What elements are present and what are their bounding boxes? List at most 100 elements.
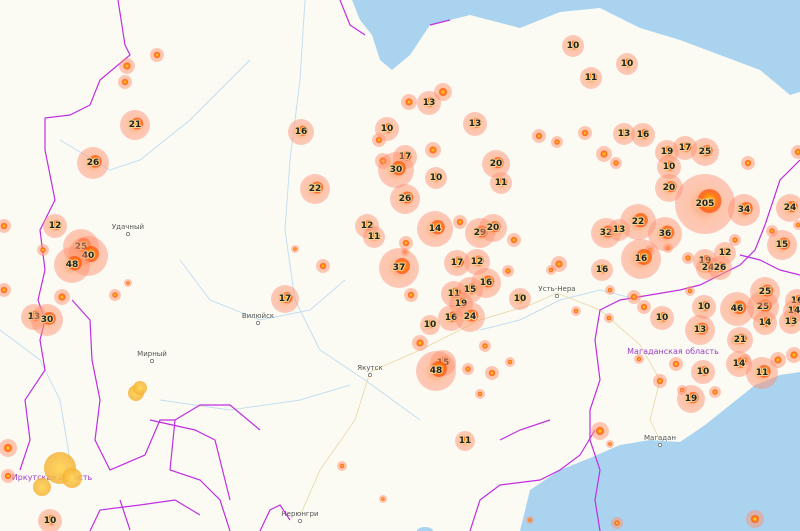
fire-cluster[interactable]: 10 <box>616 53 638 75</box>
fire-cluster[interactable]: 14 <box>753 311 777 335</box>
fire-cluster[interactable]: 20 <box>482 150 510 178</box>
fire-cluster[interactable]: 12 <box>714 242 736 264</box>
fire-cluster[interactable]: 14 <box>726 351 752 377</box>
fire-cluster[interactable]: 21 <box>120 110 150 140</box>
fire-cluster[interactable]: 46 <box>720 292 754 326</box>
fire-cluster[interactable]: 10 <box>425 167 447 189</box>
fire-cluster[interactable]: 30 <box>31 304 63 336</box>
fire-cluster[interactable]: 11 <box>490 172 512 194</box>
fire-spot-core <box>573 308 579 314</box>
fire-cluster[interactable]: 36 <box>648 217 682 251</box>
fire-cluster[interactable]: 10 <box>375 117 399 141</box>
fire-spot-core <box>712 389 718 395</box>
fire-cluster-count: 20 <box>487 223 500 233</box>
city-labels: Удачный Вилюйск Мирный Якутск Усть-Нера Магад… <box>112 223 676 523</box>
fire-cluster[interactable]: 24 <box>455 302 485 332</box>
fire-cluster[interactable]: 13 <box>608 219 630 241</box>
fire-cluster-count: 13 <box>613 225 626 235</box>
fire-cluster[interactable]: 13 <box>417 91 441 115</box>
fire-cluster[interactable]: 30 <box>378 152 414 188</box>
fire-cluster[interactable]: 13 <box>463 112 487 136</box>
fire-cluster[interactable]: 11 <box>455 431 475 451</box>
fire-spot-core <box>153 51 161 59</box>
fire-cluster-core <box>722 247 732 257</box>
fire-spot-core <box>402 239 410 247</box>
fire-cluster-count: 11 <box>585 73 598 83</box>
fire-cluster[interactable]: 16 <box>288 119 314 145</box>
fire-cluster-core <box>640 129 650 139</box>
fire-cluster[interactable]: 15 <box>767 230 797 260</box>
fire-cluster-count: 36 <box>659 229 672 239</box>
fire-spot-core <box>613 160 619 166</box>
fire-cluster[interactable]: 10 <box>650 306 674 330</box>
fire-cluster[interactable]: 12 <box>43 214 67 238</box>
fire-cluster[interactable]: 10 <box>38 509 62 531</box>
fire-cluster-count: 10 <box>430 173 443 183</box>
fire-cluster-count: 10 <box>656 313 669 323</box>
fire-cluster-count: 17 <box>679 143 692 153</box>
fire-cluster-core <box>696 322 709 335</box>
fire-cluster-count: 24 <box>784 203 797 213</box>
fire-cluster[interactable]: 16 <box>621 239 661 279</box>
fire-cluster[interactable]: 14 <box>417 211 453 247</box>
fire-cluster-count: 11 <box>368 232 381 242</box>
fire-cluster-count: 10 <box>698 302 711 312</box>
fire-cluster[interactable]: 10 <box>657 155 681 179</box>
fire-cluster[interactable]: 13 <box>685 315 715 345</box>
fire-cluster[interactable]: 10 <box>420 315 440 335</box>
fire-cluster[interactable]: 10 <box>692 295 716 319</box>
fire-cluster[interactable]: 26 <box>77 147 109 179</box>
fire-cluster[interactable]: 26 <box>390 184 420 214</box>
fire-cluster[interactable]: 13 <box>779 310 800 334</box>
fire-cluster[interactable]: 48 <box>416 351 456 391</box>
fire-cluster[interactable]: 17 <box>444 250 470 276</box>
fire-cluster[interactable]: 10 <box>691 360 715 384</box>
fire-cluster-count: 21 <box>734 335 747 345</box>
fire-spot-core <box>123 62 131 70</box>
fire-cluster[interactable]: 34 <box>728 194 760 226</box>
fire-cluster[interactable]: 24 <box>776 194 800 222</box>
fire-spot-core <box>319 262 327 270</box>
fire-cluster-core <box>588 72 598 82</box>
fire-cluster[interactable]: 20 <box>479 214 507 242</box>
fire-cluster[interactable]: 205 <box>675 174 735 234</box>
fire-cluster[interactable]: 11 <box>580 67 602 89</box>
fire-cluster-core <box>498 177 508 187</box>
fire-cluster[interactable]: 37 <box>379 248 419 288</box>
fire-cluster[interactable]: 25 <box>691 138 719 166</box>
fire-cluster-core <box>47 515 57 525</box>
fire-spot-core <box>0 222 8 230</box>
fire-cluster[interactable]: 16 <box>591 259 613 281</box>
fire-cluster[interactable]: 10 <box>562 35 584 57</box>
fire-cluster[interactable]: 10 <box>509 288 531 310</box>
fire-cluster[interactable]: 48 <box>54 247 90 283</box>
fire-spot-core <box>510 236 518 244</box>
city-marker <box>368 373 372 377</box>
fire-cluster-core <box>517 293 527 303</box>
fire-spot-old[interactable] <box>133 381 147 395</box>
fire-cluster[interactable]: 17 <box>271 285 299 313</box>
fire-cluster[interactable]: 16 <box>631 123 655 147</box>
fire-cluster-core <box>736 333 748 344</box>
fire-spot-old[interactable] <box>33 478 51 496</box>
fire-spot-core <box>685 255 691 261</box>
fire-cluster[interactable]: 11 <box>363 226 385 248</box>
fire-cluster[interactable]: 20 <box>655 174 683 202</box>
fire-cluster[interactable]: 25 <box>750 277 780 307</box>
fire-cluster[interactable]: 11 <box>746 357 778 389</box>
fire-spot-core <box>0 286 8 294</box>
fire-cluster[interactable]: 21 <box>727 327 753 353</box>
fire-cluster[interactable]: 19 <box>677 385 705 413</box>
fire-cluster-count: 10 <box>424 320 437 330</box>
fire-cluster-core <box>636 249 652 265</box>
fire-cluster-core <box>665 181 677 193</box>
fire-spot-core <box>507 359 513 365</box>
fire-cluster[interactable]: 22 <box>300 174 330 204</box>
fire-cluster-count: 10 <box>567 41 580 51</box>
fire-cluster-count: 13 <box>618 129 631 139</box>
fire-spot-old[interactable] <box>62 468 82 488</box>
fire-cluster[interactable]: 17 <box>673 136 697 160</box>
fire-cluster-count: 11 <box>495 178 508 188</box>
fire-cluster[interactable]: 13 <box>613 123 635 145</box>
